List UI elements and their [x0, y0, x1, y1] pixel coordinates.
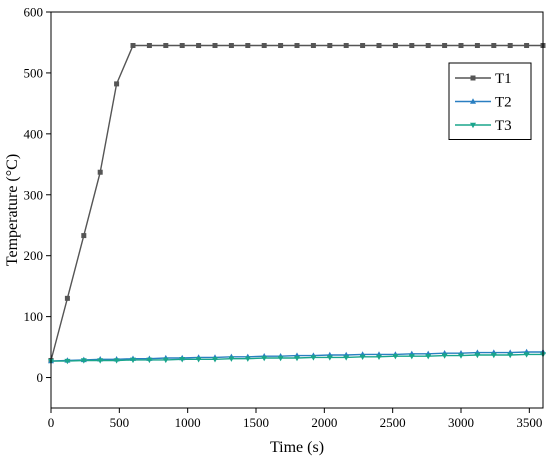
- legend-label-T2: T2: [495, 95, 512, 111]
- data-point-T3-11: [228, 356, 235, 362]
- data-point-T3-21: [392, 354, 399, 360]
- data-point-T3-16: [310, 355, 317, 361]
- data-point-T3-17: [326, 355, 333, 361]
- data-point-T1-20: [376, 43, 382, 49]
- axes: 0 500 1000 1500 2000 2500 3000 3500 0 100 200 300 40…: [24, 5, 544, 430]
- y-tick-label-100: 100: [24, 309, 44, 324]
- data-point-T3-28: [507, 352, 514, 359]
- data-point-T1-6: [146, 43, 152, 49]
- data-point-T1-10: [212, 43, 218, 49]
- data-point-T1-8: [179, 43, 185, 49]
- data-point-T1-17: [327, 43, 333, 49]
- data-point-T1-28: [507, 43, 513, 49]
- data-point-T3-13: [261, 355, 268, 362]
- data-point-T3-4: [113, 358, 120, 364]
- data-point-T3-5: [130, 357, 136, 364]
- data-point-T1-12: [245, 43, 251, 49]
- data-point-T1-13: [261, 43, 267, 49]
- y-tick-label-300: 300: [24, 187, 44, 202]
- x-tick-label-2500: 2500: [380, 415, 406, 430]
- data-point-T1-5: [130, 43, 136, 49]
- x-tick-label-3000: 3000: [448, 415, 474, 430]
- data-point-T3-1: [64, 358, 71, 365]
- x-tick-label-3500: 3500: [516, 415, 542, 430]
- plot-frame: [50, 11, 544, 409]
- data-point-T1-23: [425, 43, 431, 49]
- data-point-T1-29: [524, 43, 530, 49]
- data-point-T1-18: [343, 43, 349, 49]
- data-point-T1-7: [163, 43, 169, 49]
- data-point-T3-12: [244, 356, 251, 362]
- legend-marker-T3: [470, 122, 476, 129]
- data-point-T3-8: [179, 357, 186, 363]
- data-point-T3-3: [97, 358, 104, 364]
- data-point-T3-7: [162, 357, 169, 364]
- x-axis-title: Time (s): [270, 439, 324, 456]
- data-point-T3-18: [343, 355, 350, 361]
- y-tick-label-600: 600: [24, 5, 44, 20]
- legend-marker-T2: [470, 98, 476, 104]
- data-point-T1-24: [442, 43, 448, 49]
- data-point-T1-9: [196, 43, 202, 49]
- data-point-T1-21: [392, 43, 398, 49]
- data-point-T1-25: [458, 43, 464, 49]
- data-point-T3-2: [80, 358, 87, 364]
- x-tick-label-0: 0: [48, 415, 55, 430]
- x-tick-label-1500: 1500: [243, 415, 269, 430]
- data-point-T1-2: [81, 233, 87, 239]
- data-point-T3-10: [212, 357, 218, 363]
- y-tick-label-200: 200: [24, 248, 44, 263]
- data-point-T1-27: [491, 43, 497, 49]
- data-point-T3-14: [277, 355, 284, 362]
- data-point-T3-29: [523, 352, 530, 358]
- data-point-T1-16: [310, 43, 316, 49]
- data-point-T1-11: [228, 43, 234, 49]
- data-point-T3-15: [294, 355, 300, 362]
- y-tick-label-500: 500: [24, 65, 44, 80]
- data-point-T3-9: [195, 357, 202, 363]
- data-point-T1-1: [64, 295, 70, 301]
- data-point-T3-26: [474, 352, 481, 359]
- data-point-T3-23: [425, 354, 432, 360]
- x-tick-label-500: 500: [110, 415, 130, 430]
- data-point-T1-14: [278, 43, 284, 49]
- legend-label-T3: T3: [495, 118, 512, 134]
- data-point-T1-19: [360, 43, 366, 49]
- legend: T1 T2 T3: [448, 62, 532, 140]
- x-tick-label-1000: 1000: [175, 415, 201, 430]
- legend-marker-T1: [470, 75, 476, 81]
- data-point-T1-15: [294, 43, 300, 49]
- data-point-T3-20: [376, 354, 382, 361]
- data-point-T3-22: [408, 354, 415, 360]
- x-tick-label-2000: 2000: [311, 415, 337, 430]
- data-point-T3-25: [458, 353, 464, 359]
- data-point-T1-4: [114, 81, 120, 87]
- data-point-T3-27: [490, 352, 497, 359]
- data-point-T1-26: [474, 43, 480, 49]
- data-point-T1-3: [97, 169, 103, 175]
- y-axis-title: Temperature (°C): [4, 154, 21, 266]
- data-point-T3-6: [146, 357, 153, 364]
- data-point-T1-22: [409, 43, 415, 49]
- data-point-T3-19: [359, 354, 366, 361]
- data-point-T3-24: [441, 353, 448, 359]
- legend-label-T1: T1: [495, 71, 512, 87]
- y-tick-label-0: 0: [37, 370, 44, 385]
- y-tick-label-400: 400: [24, 126, 44, 141]
